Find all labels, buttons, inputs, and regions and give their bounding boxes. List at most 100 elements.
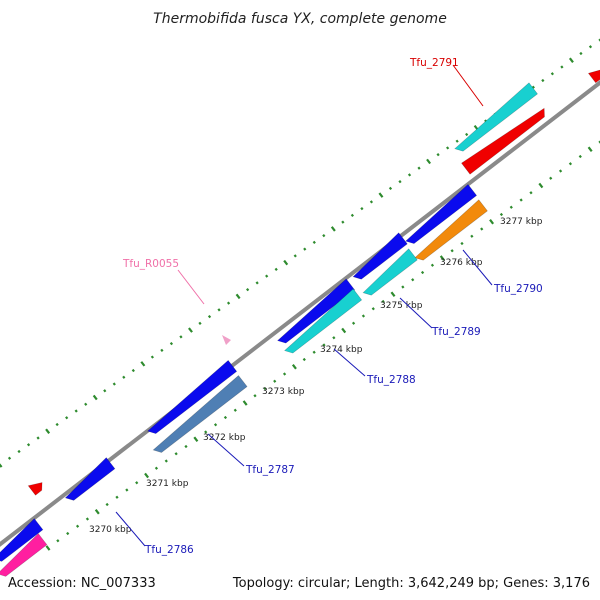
tick-mark: [150, 355, 154, 359]
tick-mark: [351, 321, 356, 325]
gene-feature-blue[interactable]: [277, 278, 356, 344]
tick-mark: [550, 72, 554, 76]
tick-mark: [388, 186, 393, 191]
gene-label-leader: [462, 249, 493, 286]
tick-mark: [568, 162, 573, 166]
tick-mark: [579, 51, 583, 56]
kbp-label: 3272 kbp: [203, 433, 246, 443]
tick-mark: [283, 259, 289, 266]
tick-mark: [322, 343, 326, 347]
gene-label-leader: [399, 297, 433, 329]
tick-mark: [360, 207, 364, 211]
tick-mark: [55, 422, 59, 427]
gene-label-leader: [452, 64, 484, 107]
tick-mark: [226, 301, 231, 305]
tick-mark: [154, 466, 159, 470]
tick-mark: [179, 335, 183, 339]
tick-mark: [460, 241, 464, 246]
gene-label-leader: [207, 433, 245, 467]
tick-mark: [7, 456, 12, 460]
tick-mark: [465, 132, 469, 137]
tick-mark: [390, 291, 396, 297]
tick-mark: [291, 364, 297, 370]
tick-mark: [529, 191, 533, 195]
gene-feature-blue[interactable]: [352, 232, 408, 280]
gene-feature-blue[interactable]: [0, 518, 44, 562]
tick-mark: [188, 327, 193, 333]
accession-text: Accession: NC_007333: [8, 576, 156, 591]
tick-mark: [426, 158, 432, 165]
tick-mark: [398, 180, 402, 184]
gene-label-leader: [333, 348, 366, 377]
tick-mark: [213, 423, 218, 427]
tick-mark: [330, 226, 336, 232]
gene-feature-tfu-2787[interactable]: [152, 375, 248, 453]
kbp-label: 3275 kbp: [380, 301, 423, 311]
gene-feature-tfu-2786[interactable]: [0, 533, 48, 577]
tick-mark: [446, 146, 450, 150]
tick-mark: [361, 314, 366, 318]
tick-mark: [341, 327, 347, 334]
tick-mark: [45, 545, 51, 551]
gene-label[interactable]: Tfu_2788: [366, 374, 416, 386]
tick-mark: [265, 274, 269, 278]
gene-label[interactable]: Tfu_2787: [245, 464, 295, 476]
tick-mark: [578, 154, 582, 159]
tick-mark: [332, 336, 336, 340]
tick-mark: [122, 375, 126, 379]
gene-feature-tfu-2791[interactable]: [461, 107, 545, 175]
tick-mark: [303, 247, 307, 251]
tick-mark: [255, 281, 259, 285]
gene-label[interactable]: Tfu_2786: [144, 544, 194, 556]
gene-feature-tfu-2789[interactable]: [362, 248, 418, 296]
tick-mark: [84, 402, 88, 406]
gene-feature-blue[interactable]: [64, 457, 116, 501]
tick-mark: [74, 409, 78, 413]
gene-feature-tfu-r0055[interactable]: [222, 335, 231, 345]
tick-mark: [253, 394, 257, 398]
tick-mark: [174, 452, 178, 456]
gene-feature-blue[interactable]: [146, 359, 238, 434]
gene-feature-tfu-2790[interactable]: [414, 199, 488, 261]
tick-mark: [204, 430, 208, 434]
tick-mark: [588, 45, 593, 49]
tick-mark: [94, 509, 100, 515]
gene-feature-blue[interactable]: [405, 183, 478, 244]
gene-feature-red-small[interactable]: [587, 69, 600, 84]
tick-mark: [140, 361, 146, 367]
tick-mark: [282, 372, 287, 376]
tick-mark: [160, 348, 164, 352]
tick-mark: [164, 459, 168, 463]
tick-mark: [193, 436, 199, 442]
tick-mark: [436, 153, 440, 157]
tick-mark: [369, 200, 374, 204]
gene-label[interactable]: Tfu_2790: [493, 283, 543, 295]
kbp-label: 3276 kbp: [440, 258, 483, 268]
tick-mark: [66, 531, 70, 536]
tick-mark: [26, 443, 31, 447]
tick-mark: [519, 198, 523, 202]
gene-feature-tfu-2788[interactable]: [284, 288, 363, 354]
tick-mark: [350, 213, 354, 218]
tick-marks: [0, 38, 600, 551]
tick-mark: [273, 379, 277, 383]
tick-mark: [131, 368, 135, 373]
tick-mark: [480, 227, 484, 231]
tick-mark: [103, 389, 107, 393]
gene-feature-cyan[interactable]: [454, 82, 538, 152]
tick-mark: [115, 495, 119, 499]
gene-label-leader: [177, 269, 205, 305]
tick-mark: [144, 472, 150, 479]
tick-mark: [568, 57, 574, 63]
tick-mark: [509, 205, 513, 209]
tick-mark: [65, 416, 69, 420]
tick-mark: [45, 428, 51, 435]
gene-label[interactable]: Tfu_R0055: [122, 258, 179, 270]
gene-label[interactable]: Tfu_2789: [431, 326, 481, 338]
gene-label[interactable]: Tfu_2791: [409, 57, 459, 69]
tick-mark: [549, 176, 553, 180]
gene-feature-red-small[interactable]: [27, 482, 43, 496]
tick-mark: [274, 267, 278, 271]
kbp-label: 3270 kbp: [89, 525, 132, 535]
genome-summary-text: Topology: circular; Length: 3,642,249 bp…: [232, 576, 590, 591]
